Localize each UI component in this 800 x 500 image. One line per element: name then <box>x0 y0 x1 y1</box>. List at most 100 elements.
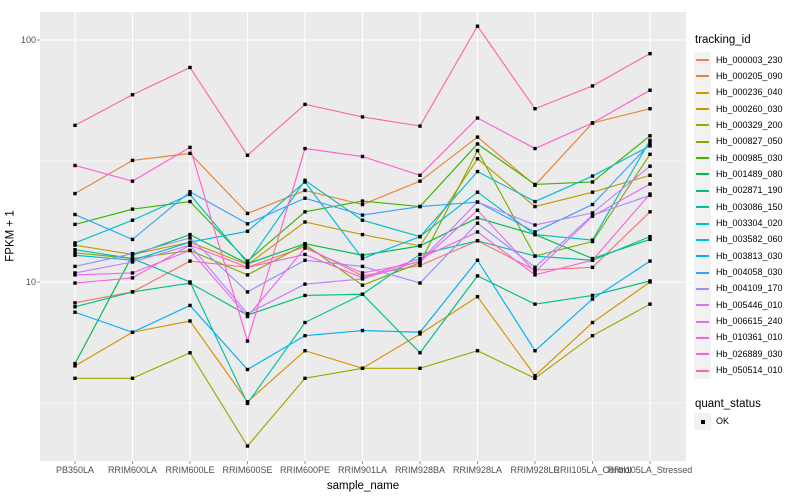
data-point-Hb_002871_190 <box>73 305 77 309</box>
data-point-Hb_000236_040 <box>73 364 77 368</box>
legend-key-swatch <box>694 116 711 134</box>
data-point-Hb_000329_200 <box>475 349 480 353</box>
data-point-Hb_002871_190 <box>590 293 595 298</box>
data-point-Hb_000003_230 <box>590 265 595 270</box>
data-point-Hb_006615_240 <box>245 314 250 319</box>
data-point-Hb_000329_200 <box>303 376 307 380</box>
data-point-Hb_050514_010 <box>418 124 422 128</box>
data-point-Hb_026889_030 <box>648 88 652 92</box>
data-point-Hb_010361_010 <box>303 252 307 257</box>
data-point-Hb_050514_010 <box>303 102 307 107</box>
data-point-Hb_000329_200 <box>245 444 250 448</box>
legend-item-label: Hb_000205_090 <box>716 70 783 81</box>
data-point-Hb_010361_010 <box>590 258 595 262</box>
data-point-Hb_000329_200 <box>590 333 595 338</box>
data-point-Hb_003813_030 <box>73 310 77 314</box>
data-point-Hb_004109_170 <box>360 264 365 269</box>
data-point-Hb_003582_060 <box>245 229 250 233</box>
data-point-Hb_026889_030 <box>418 173 422 177</box>
data-point-Hb_006615_240 <box>303 246 307 250</box>
data-point-Hb_003304_020 <box>475 190 480 194</box>
data-point-Hb_005446_010 <box>130 260 135 264</box>
legend-key-swatch <box>694 247 711 265</box>
legend-item-label: Hb_004109_170 <box>716 283 783 294</box>
x-tick-label-RRII105LA_Stressed: RRII105LA_Stressed <box>607 465 693 475</box>
x-tick-label-RRIM928BA: RRIM928BA <box>394 465 446 475</box>
legend-color-line-icon <box>696 287 709 290</box>
data-point-Hb_003582_060 <box>130 258 135 262</box>
legend-key-swatch <box>694 198 711 216</box>
data-point-Hb_003304_020 <box>73 241 77 245</box>
data-point-Hb_005446_010 <box>475 200 480 204</box>
data-point-Hb_001489_080 <box>188 232 192 237</box>
data-point-Hb_000827_050 <box>245 273 250 277</box>
y-tick-label-100: 100 <box>20 35 36 45</box>
data-point-Hb_004058_030 <box>188 190 192 194</box>
data-point-Hb_010361_010 <box>73 281 77 285</box>
data-point-Hb_050514_010 <box>590 84 595 88</box>
data-point-Hb_004109_170 <box>533 265 537 270</box>
legend-key-swatch <box>694 133 711 151</box>
legend-item-label: Hb_000236_040 <box>716 87 783 98</box>
data-point-Hb_000003_230 <box>533 268 537 272</box>
data-point-Hb_006615_240 <box>648 182 652 186</box>
data-point-Hb_002871_190 <box>475 274 480 278</box>
data-point-Hb_006615_240 <box>533 270 537 274</box>
data-point-Hb_005446_010 <box>245 311 250 316</box>
data-point-Hb_004058_030 <box>303 196 307 200</box>
data-point-Hb_010361_010 <box>533 273 537 277</box>
legend-item-label: Hb_003086_150 <box>716 201 783 212</box>
data-point-Hb_010361_010 <box>475 230 480 234</box>
data-point-Hb_026889_030 <box>130 179 135 183</box>
data-point-Hb_004109_170 <box>418 281 422 285</box>
legend-item-label: Hb_006615_240 <box>716 316 783 327</box>
legend-item-label: Hb_003813_030 <box>716 250 783 261</box>
data-point-Hb_003813_030 <box>648 259 652 263</box>
x-tick-label-RRIM600LE: RRIM600LE <box>165 465 215 475</box>
data-point-Hb_050514_010 <box>188 65 192 70</box>
data-point-Hb_003582_060 <box>648 144 652 148</box>
data-point-Hb_000205_090 <box>418 179 422 183</box>
data-point-Hb_004109_170 <box>475 221 480 225</box>
y-axis-title: FPKM + 1 <box>4 210 17 262</box>
data-point-Hb_003582_060 <box>533 199 537 204</box>
data-point-Hb_004109_170 <box>303 258 307 262</box>
data-point-Hb_004109_170 <box>188 236 192 240</box>
x-tick-label-PB350LA: PB350LA <box>55 465 95 475</box>
data-point-Hb_000329_200 <box>533 376 537 380</box>
data-point-Hb_000329_200 <box>130 376 135 380</box>
data-point-Hb_003813_030 <box>533 349 537 353</box>
data-point-Hb_003813_030 <box>245 367 250 372</box>
data-point-Hb_000329_200 <box>360 366 365 370</box>
data-point-Hb_006615_240 <box>130 271 135 275</box>
data-point-Hb_003304_020 <box>533 232 537 237</box>
data-point-Hb_000260_030 <box>303 220 307 224</box>
data-point-Hb_010361_010 <box>188 243 192 247</box>
data-point-Hb_026889_030 <box>533 146 537 151</box>
data-point-Hb_003582_060 <box>590 174 595 178</box>
data-point-Hb_000329_200 <box>418 366 422 370</box>
data-point-Hb_003086_150 <box>418 252 422 257</box>
legend-item-label: Hb_003582_060 <box>716 234 783 245</box>
legend-color-line-icon <box>696 59 709 61</box>
data-point-Hb_000827_050 <box>73 251 77 255</box>
data-point-Hb_002871_190 <box>130 290 135 294</box>
data-point-Hb_000985_030 <box>188 199 192 204</box>
data-point-Hb_003304_020 <box>648 138 652 143</box>
data-point-Hb_000003_230 <box>418 263 422 268</box>
data-point-Hb_000985_030 <box>303 210 307 214</box>
data-point-Hb_003582_060 <box>73 253 77 257</box>
data-point-Hb_000205_090 <box>188 151 192 156</box>
data-point-Hb_000260_030 <box>73 243 77 247</box>
data-point-Hb_003813_030 <box>475 258 480 262</box>
data-point-Hb_002871_190 <box>303 293 307 298</box>
data-point-Hb_004058_030 <box>73 212 77 217</box>
legend-item-label: Hb_000260_030 <box>716 103 783 114</box>
data-point-Hb_004109_170 <box>73 264 77 269</box>
data-point-Hb_006615_240 <box>590 214 595 218</box>
data-point-Hb_003304_020 <box>245 261 250 265</box>
data-point-Hb_006615_240 <box>73 273 77 277</box>
data-point-Hb_000827_050 <box>360 283 365 287</box>
data-point-Hb_000236_040 <box>188 319 192 323</box>
data-point-Hb_001489_080 <box>303 241 307 246</box>
